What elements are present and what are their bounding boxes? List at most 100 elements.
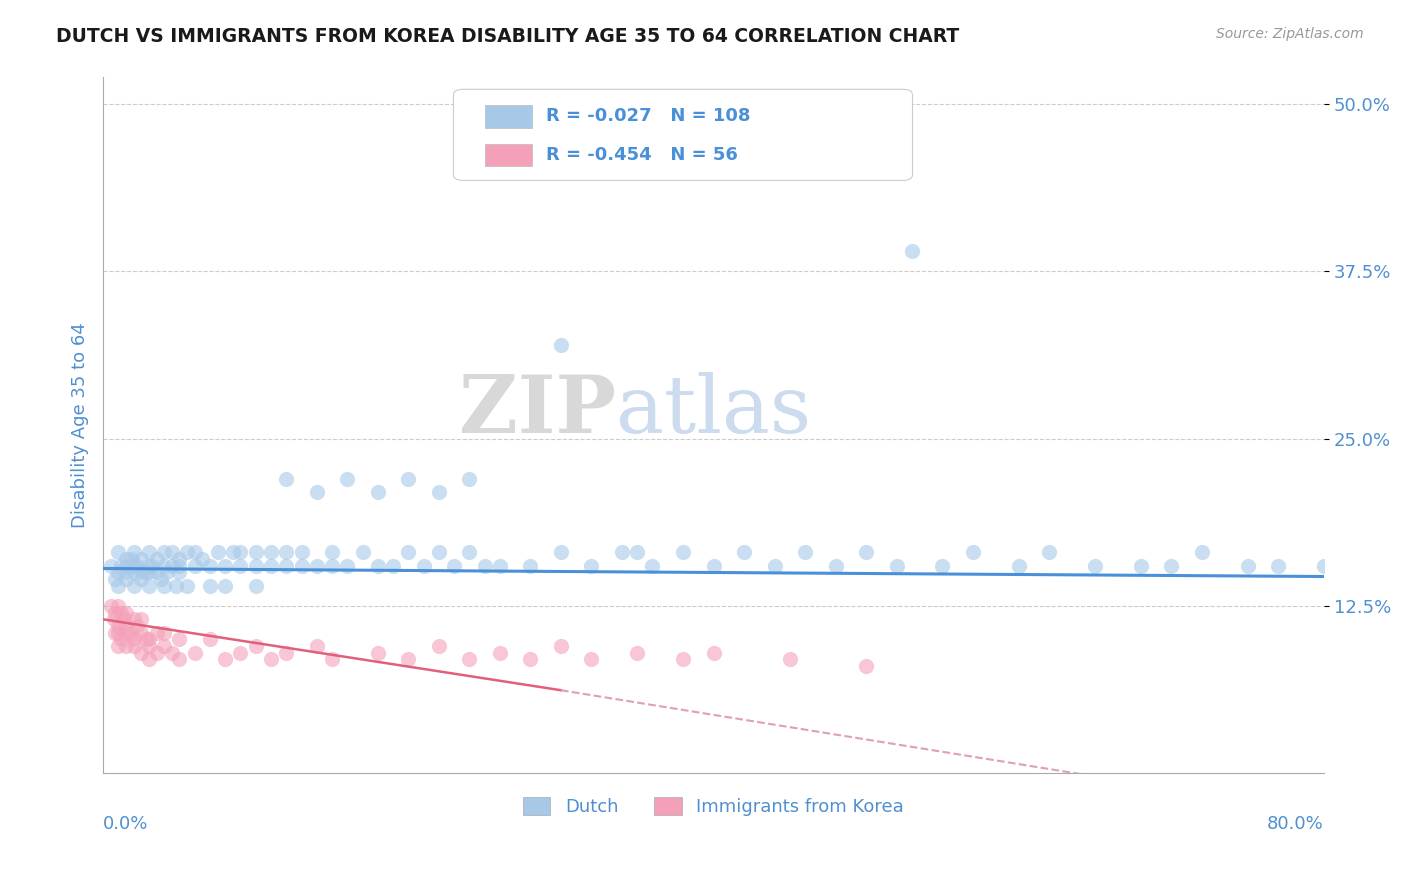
- Point: [427, 545, 450, 559]
- Point: [183, 646, 205, 660]
- Point: [129, 566, 152, 580]
- Point: [352, 545, 374, 559]
- Point: [672, 545, 695, 559]
- Point: [122, 566, 145, 580]
- Point: [458, 472, 481, 486]
- Text: 80.0%: 80.0%: [1267, 815, 1324, 833]
- Point: [519, 652, 541, 666]
- Point: [103, 612, 125, 626]
- Point: [260, 558, 283, 573]
- Point: [169, 566, 191, 580]
- Point: [489, 646, 512, 660]
- Point: [641, 558, 664, 573]
- Point: [107, 625, 129, 640]
- Point: [550, 338, 572, 352]
- Point: [276, 472, 298, 486]
- Point: [427, 485, 450, 500]
- Point: [153, 579, 176, 593]
- Text: 0.0%: 0.0%: [103, 815, 149, 833]
- Point: [336, 472, 359, 486]
- Text: atlas: atlas: [616, 372, 811, 450]
- Point: [129, 552, 152, 566]
- Point: [962, 545, 984, 559]
- Point: [214, 652, 236, 666]
- Point: [794, 545, 817, 559]
- Point: [135, 566, 157, 580]
- Text: Source: ZipAtlas.com: Source: ZipAtlas.com: [1216, 27, 1364, 41]
- Point: [229, 545, 252, 559]
- Point: [855, 659, 877, 673]
- Point: [321, 545, 343, 559]
- Point: [901, 244, 924, 259]
- FancyBboxPatch shape: [454, 89, 912, 180]
- Point: [141, 558, 163, 573]
- Point: [458, 652, 481, 666]
- Point: [160, 545, 183, 559]
- Point: [321, 558, 343, 573]
- Point: [1191, 545, 1213, 559]
- Point: [104, 572, 127, 586]
- Text: ZIP: ZIP: [458, 372, 616, 450]
- Point: [100, 558, 122, 573]
- Point: [367, 558, 389, 573]
- Point: [160, 558, 183, 573]
- Point: [489, 558, 512, 573]
- Point: [169, 632, 191, 647]
- Point: [626, 646, 648, 660]
- Point: [1084, 558, 1107, 573]
- Point: [702, 646, 724, 660]
- Point: [138, 579, 160, 593]
- Point: [382, 558, 405, 573]
- Point: [107, 639, 129, 653]
- Point: [886, 558, 908, 573]
- Point: [1129, 558, 1152, 573]
- Point: [120, 552, 142, 566]
- Bar: [485, 105, 531, 128]
- Point: [260, 545, 283, 559]
- Point: [931, 558, 953, 573]
- Point: [100, 599, 122, 613]
- Point: [1038, 545, 1060, 559]
- Point: [245, 579, 267, 593]
- Point: [110, 606, 132, 620]
- Point: [581, 652, 603, 666]
- Point: [104, 606, 127, 620]
- Point: [427, 639, 450, 653]
- Point: [305, 639, 328, 653]
- Point: [156, 566, 179, 580]
- Point: [198, 558, 221, 573]
- Point: [1008, 558, 1031, 573]
- Point: [145, 646, 167, 660]
- Point: [1267, 558, 1289, 573]
- Point: [138, 566, 160, 580]
- Text: R = -0.027   N = 108: R = -0.027 N = 108: [547, 107, 751, 126]
- Point: [122, 612, 145, 626]
- Point: [153, 558, 176, 573]
- Point: [336, 558, 359, 573]
- Point: [107, 579, 129, 593]
- Point: [290, 558, 312, 573]
- Point: [176, 545, 198, 559]
- Point: [129, 572, 152, 586]
- Point: [115, 552, 138, 566]
- Point: [122, 579, 145, 593]
- Point: [396, 652, 419, 666]
- Point: [396, 545, 419, 559]
- Point: [115, 625, 138, 640]
- Point: [129, 625, 152, 640]
- Point: [1236, 558, 1258, 573]
- Y-axis label: Disability Age 35 to 64: Disability Age 35 to 64: [72, 322, 89, 528]
- Point: [183, 545, 205, 559]
- Point: [321, 652, 343, 666]
- Point: [115, 619, 138, 633]
- Point: [129, 646, 152, 660]
- Point: [610, 545, 633, 559]
- Point: [229, 646, 252, 660]
- Point: [581, 558, 603, 573]
- Point: [245, 545, 267, 559]
- Point: [276, 545, 298, 559]
- Point: [122, 545, 145, 559]
- Point: [150, 572, 173, 586]
- Point: [824, 558, 846, 573]
- Point: [443, 558, 465, 573]
